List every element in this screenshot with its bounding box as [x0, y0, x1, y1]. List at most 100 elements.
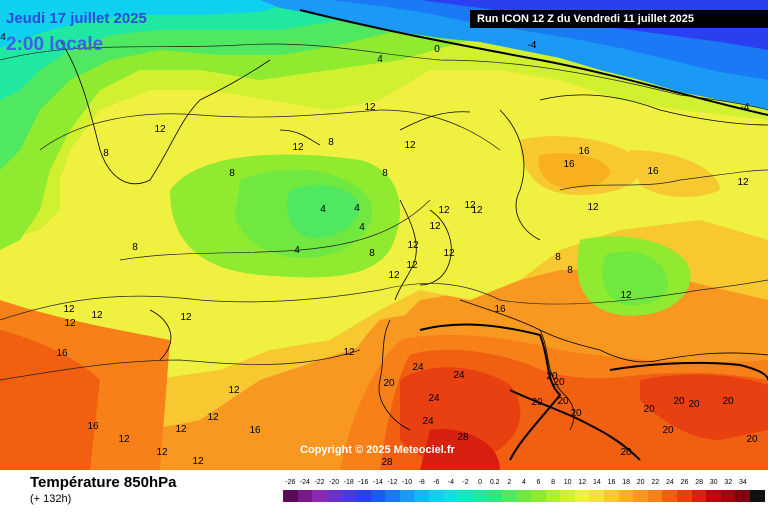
isotherm-label: 20 — [688, 399, 700, 410]
colorbar-swatch — [355, 490, 371, 502]
colorbar-tick: -4 — [447, 479, 455, 486]
colorbar-tick: 4 — [521, 479, 526, 486]
colorbar-swatch — [414, 490, 429, 502]
isotherm-label: 20 — [722, 396, 734, 407]
colorbar-tick: -22 — [314, 479, 325, 486]
isotherm-label: 16 — [563, 159, 575, 170]
colorbar-tick: 8 — [551, 479, 556, 486]
isotherm-label: 12 — [388, 270, 400, 281]
colorbar-tick: -18 — [343, 479, 354, 486]
colorbar-tick: -26 — [285, 479, 296, 486]
temperature-map: 0 -4 -4 4 4 12 8 12 8 12 12 16 16 16 12 12 8 8 4 4 4 4 8 12 12 12… — [0, 0, 768, 470]
colorbar-swatch — [341, 490, 356, 502]
isotherm-label: 24 — [428, 393, 440, 404]
colorbar-swatch — [283, 490, 298, 502]
isotherm-label: 12 — [156, 447, 168, 458]
isotherm-label: 12 — [587, 202, 599, 213]
isotherm-label: 28 — [457, 432, 469, 443]
isotherm-label: 8 — [369, 248, 375, 259]
isotherm-label: 12 — [364, 102, 376, 113]
isotherm-label: 12 — [64, 318, 76, 329]
isotherm-label: 16 — [56, 348, 68, 359]
colorbar-swatch — [516, 490, 532, 502]
isotherm-label: 16 — [578, 146, 590, 157]
colorbar-tick: -6 — [433, 479, 440, 486]
isotherm-label: 4 — [377, 54, 383, 65]
isotherm-label: 12 — [118, 434, 130, 445]
isotherm-label: 4 — [0, 32, 6, 43]
colorbar-tick: 16 — [607, 479, 616, 486]
colorbar-tick: 24 — [665, 479, 674, 486]
isotherm-label: 12 — [343, 347, 355, 358]
colorbar-tick: 12 — [578, 479, 587, 486]
isotherm-label: 28 — [381, 457, 393, 468]
colorbar-swatch — [691, 490, 707, 502]
colorbar-swatch — [589, 490, 605, 502]
isotherm-label: 4 — [294, 245, 300, 256]
isotherm-label: 20 — [673, 396, 685, 407]
isotherm-label: 8 — [103, 148, 109, 159]
colorbar-swatch — [720, 490, 736, 502]
isotherm-label: 20 — [383, 378, 395, 389]
forecast-lead-time: (+ 132h) — [30, 493, 72, 505]
isotherm-label: 24 — [412, 362, 424, 373]
isotherm-label: 16 — [494, 304, 506, 315]
isotherm-label: 12 — [292, 142, 304, 153]
isotherm-label: 4 — [359, 222, 365, 233]
isotherm-label: 20 — [531, 397, 543, 408]
isotherm-label: -4 — [741, 102, 750, 113]
colorbar-tick: 28 — [695, 479, 703, 486]
isotherm-label: 12 — [438, 205, 450, 216]
colorbar-tick-labels: -26 -24 -22 -20 -18 -16 -14 -12 -10 -8 -6 -4 -2 0 0.2 2… — [283, 479, 753, 489]
isotherm-label: 24 — [422, 416, 434, 427]
colorbar-swatch — [618, 490, 634, 502]
colorbar-tick: -2 — [462, 479, 469, 486]
colorbar-tick: 18 — [622, 479, 630, 486]
isotherm-label: 16 — [87, 421, 99, 432]
isotherm-label: 12 — [464, 200, 476, 211]
colorbar-swatch — [735, 490, 750, 502]
isotherm-label: 12 — [620, 290, 632, 301]
colorbar-swatch — [545, 490, 561, 502]
colorbar-tick: 32 — [724, 479, 733, 486]
colorbar-swatch — [385, 490, 400, 502]
colorbar-tick: -8 — [418, 479, 425, 486]
colorbar-swatch — [487, 490, 502, 502]
isotherm-label: 12 — [404, 140, 416, 151]
colorbar-swatch — [443, 490, 459, 502]
colorbar-swatch — [326, 490, 342, 502]
colorbar-swatch — [312, 490, 327, 502]
isotherm-label: 20 — [746, 434, 758, 445]
colorbar-tick: -14 — [372, 479, 383, 486]
isotherm-label: 12 — [154, 124, 166, 135]
colorbar-swatch — [633, 490, 648, 502]
colorbar-tick: -20 — [329, 479, 340, 486]
colorbar-swatch — [647, 490, 663, 502]
isotherm-label: 8 — [229, 168, 235, 179]
isotherm-label: 8 — [567, 265, 573, 276]
colorbar — [283, 490, 765, 502]
colorbar-tick: 14 — [592, 479, 601, 486]
colorbar-tick: 20 — [636, 479, 645, 486]
colorbar-tick: 30 — [709, 479, 718, 486]
colorbar-tick: 22 — [651, 479, 660, 486]
isotherm-label: 20 — [557, 396, 569, 407]
colorbar-tick: 0 — [478, 479, 483, 486]
model-run-banner: Run ICON 12 Z du Vendredi 11 juillet 202… — [470, 10, 768, 28]
colorbar-swatch — [501, 490, 517, 502]
isotherm-label: 16 — [249, 425, 261, 436]
isotherm-label: 12 — [737, 177, 749, 188]
isotherm-label: 12 — [443, 248, 455, 259]
colorbar-tick: 0.2 — [489, 479, 500, 486]
colorbar-swatch — [458, 490, 473, 502]
isotherm-label: 12 — [207, 412, 219, 423]
isotherm-label: 20 — [546, 371, 558, 382]
colorbar-tick: -10 — [402, 479, 413, 486]
colorbar-swatch — [574, 490, 590, 502]
colorbar-tick: 10 — [563, 479, 572, 486]
colorbar-swatch — [428, 490, 444, 502]
isotherm-label: 4 — [320, 204, 326, 215]
isotherm-label: 20 — [620, 447, 632, 458]
colorbar-tick: 34 — [738, 479, 747, 486]
isotherm-label: 12 — [429, 221, 441, 232]
